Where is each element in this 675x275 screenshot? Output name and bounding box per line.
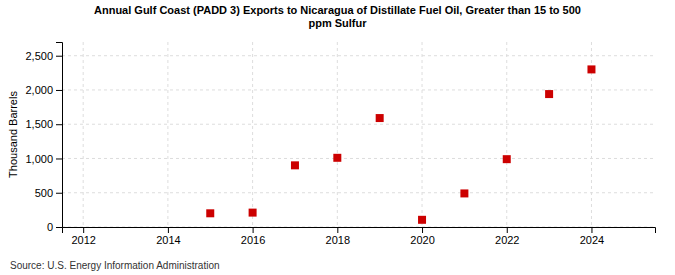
x-axis: 2012 2014 2016 2018 2020 2022 2024 — [63, 227, 656, 246]
point — [333, 154, 341, 162]
x-tick-label: 2020 — [410, 234, 434, 246]
y-tick: 1,500 — [25, 118, 62, 130]
grid-line-y — [62, 192, 655, 193]
chart-container: 2012 2014 2016 2018 2020 2022 2024 0 500 1,000 1,5… — [0, 0, 675, 275]
x-tick-mark — [337, 227, 338, 233]
y-tick-label: 2,000 — [25, 84, 53, 96]
x-tick: 2016 — [241, 227, 265, 246]
points — [206, 65, 595, 223]
x-tick: 2020 — [410, 227, 434, 246]
y-tick: 2,500 — [25, 50, 62, 62]
grid — [62, 42, 655, 227]
x-tick: 2018 — [326, 227, 350, 246]
y-tick-mark — [56, 124, 62, 125]
x-axis-line — [63, 228, 656, 234]
y-tick: 0 — [47, 221, 62, 233]
y-tick-mark — [56, 227, 62, 228]
x-tick-label: 2024 — [580, 234, 604, 246]
y-tick: 1,000 — [25, 153, 62, 165]
title: Annual Gulf Coast (PADD 3) Exports to Ni… — [94, 4, 581, 29]
x-tick-label: 2022 — [495, 234, 519, 246]
point — [206, 209, 214, 217]
grid-line-y — [62, 55, 655, 56]
point — [418, 216, 426, 224]
point — [503, 155, 511, 163]
grid-line-y — [62, 89, 655, 90]
point — [545, 90, 553, 98]
y-tick: 2,000 — [25, 84, 62, 96]
title-line: ppm Sulfur — [308, 17, 367, 29]
x-tick: 2014 — [156, 227, 180, 246]
y-tick-label: 1,000 — [25, 153, 53, 165]
y-tick-label: 1,500 — [25, 118, 53, 130]
x-tick-label: 2016 — [241, 234, 265, 246]
y-axis: 0 500 1,000 1,500 2,000 2,500 — [25, 43, 62, 234]
x-tick: 2022 — [495, 227, 519, 246]
y-tick-label: 500 — [35, 187, 53, 199]
grid-line-x — [167, 42, 168, 227]
y-tick-mark — [56, 56, 62, 57]
y-tick-label: 0 — [47, 221, 53, 233]
grid-line-x — [83, 42, 84, 227]
point — [376, 114, 384, 122]
x-tick-mark — [591, 227, 592, 233]
x-tick-mark — [507, 227, 508, 233]
y-tick-mark — [56, 158, 62, 159]
grid-line-y — [62, 124, 655, 125]
y-tick-mark — [56, 90, 62, 91]
x-tick-mark — [253, 227, 254, 233]
point — [587, 65, 595, 73]
x-tick-mark — [168, 227, 169, 233]
grid-line-x — [422, 42, 423, 227]
point — [291, 161, 299, 169]
y-tick-label: 2,500 — [25, 50, 53, 62]
y-axis-title: Thousand Barrels — [7, 91, 19, 178]
plot-area: 2012 2014 2016 2018 2020 2022 2024 0 500 1,000 1,5… — [25, 42, 655, 246]
source-note: Source: U.S. Energy Information Administ… — [10, 260, 220, 271]
point — [249, 209, 257, 217]
x-tick-mark — [422, 227, 423, 233]
grid-line-x — [337, 42, 338, 227]
x-tick: 2024 — [580, 227, 604, 246]
x-tick-label: 2014 — [156, 234, 180, 246]
y-axis-line — [56, 43, 63, 228]
x-tick-label: 2012 — [71, 234, 95, 246]
grid-line-x — [252, 42, 253, 227]
x-tick: 2012 — [71, 227, 95, 246]
x-tick-mark — [83, 227, 84, 233]
grid-line-y — [62, 158, 655, 159]
point — [460, 189, 468, 197]
chart-svg: 2012 2014 2016 2018 2020 2022 2024 0 500 1,000 1,5… — [0, 0, 675, 275]
y-tick: 500 — [35, 187, 62, 199]
y-tick-mark — [56, 193, 62, 194]
title-line: Annual Gulf Coast (PADD 3) Exports to Ni… — [94, 4, 581, 16]
x-tick-label: 2018 — [326, 234, 350, 246]
grid-line-x — [506, 42, 507, 227]
